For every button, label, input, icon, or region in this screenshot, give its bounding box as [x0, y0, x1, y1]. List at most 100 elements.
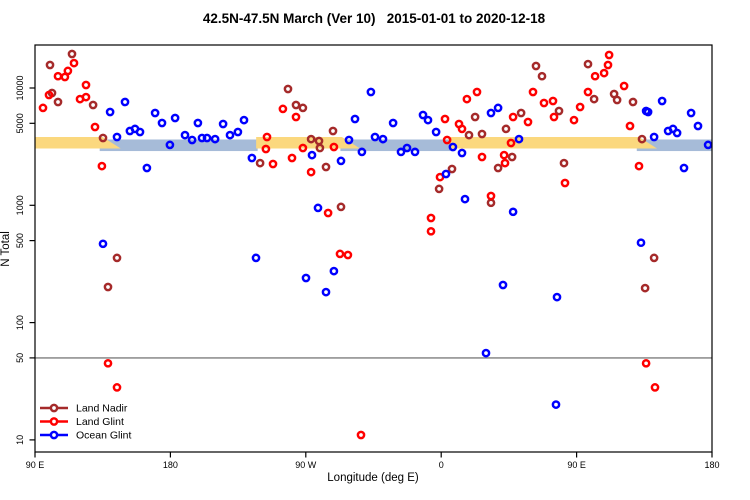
- data-point-ocean-glint: [457, 148, 467, 158]
- data-point-land-nadir: [321, 162, 331, 172]
- data-point-land-glint: [528, 87, 538, 97]
- data-point-ocean-glint: [329, 266, 339, 276]
- data-point-ocean-glint: [396, 147, 406, 157]
- data-point-ocean-glint: [98, 239, 108, 249]
- data-point-land-glint: [291, 112, 301, 122]
- data-point-land-nadir: [53, 97, 63, 107]
- land-band-segment: [35, 137, 121, 149]
- data-point-ocean-glint: [187, 135, 197, 145]
- data-point-land-glint: [619, 81, 629, 91]
- data-point-ocean-glint: [486, 108, 496, 118]
- data-point-land-glint: [69, 58, 79, 68]
- data-point-land-glint: [506, 138, 516, 148]
- legend-marker-land-glint: [49, 417, 59, 426]
- data-point-ocean-glint: [431, 127, 441, 137]
- x-axis-title: Longitude (deg E): [327, 472, 419, 484]
- data-point-land-glint: [343, 250, 353, 260]
- data-point-land-nadir: [649, 253, 659, 263]
- data-point-land-nadir: [554, 106, 564, 116]
- data-point-land-glint: [500, 158, 510, 168]
- data-point-ocean-glint: [218, 119, 228, 129]
- data-point-ocean-glint: [142, 163, 152, 173]
- ocean-band-segment: [340, 139, 451, 152]
- data-point-land-glint: [38, 103, 48, 113]
- data-point-land-nadir: [88, 100, 98, 110]
- data-point-land-glint: [604, 50, 614, 60]
- data-point-ocean-glint: [423, 115, 433, 125]
- data-point-ocean-glint: [672, 128, 682, 138]
- data-point-land-glint: [426, 213, 436, 223]
- data-point-land-nadir: [103, 282, 113, 292]
- data-point-ocean-glint: [301, 273, 311, 283]
- data-point-land-nadir: [477, 129, 487, 139]
- data-point-land-nadir: [589, 94, 599, 104]
- data-point-ocean-glint: [307, 150, 317, 160]
- data-point-land-glint: [81, 80, 91, 90]
- data-point-land-nadir: [67, 49, 77, 59]
- data-point-ocean-glint: [105, 107, 115, 117]
- data-point-ocean-glint: [336, 156, 346, 166]
- data-point-ocean-glint: [552, 292, 562, 302]
- data-point-land-nadir: [612, 95, 622, 105]
- data-point-land-glint: [583, 87, 593, 97]
- data-point-land-glint: [440, 114, 450, 124]
- ocean-band-segment: [636, 139, 712, 152]
- data-point-land-nadir: [447, 164, 457, 174]
- data-point-land-glint: [486, 191, 496, 201]
- data-point-land-glint: [477, 152, 487, 162]
- data-point-land-nadir: [559, 158, 569, 168]
- legend-marker-ocean-glint: [49, 430, 59, 440]
- data-point-land-nadir: [583, 59, 593, 69]
- land-band-segment: [256, 137, 360, 149]
- data-point-land-glint: [499, 150, 509, 160]
- data-point-land-glint: [462, 94, 472, 104]
- y-tick-label: 100: [15, 315, 25, 330]
- data-point-ocean-glint: [170, 113, 180, 123]
- y-axis-title: N Total: [0, 231, 12, 267]
- y-tick-label: 50: [15, 353, 25, 363]
- data-point-ocean-glint: [551, 400, 561, 409]
- data-point-land-glint: [60, 72, 70, 82]
- data-point-ocean-glint: [180, 130, 190, 140]
- x-tick-label: 0: [439, 460, 444, 470]
- data-point-land-glint: [560, 178, 570, 188]
- y-tick-label: 10000: [15, 75, 25, 100]
- data-point-land-glint: [599, 68, 609, 78]
- data-point-land-nadir: [640, 283, 650, 293]
- data-point-land-glint: [261, 144, 271, 154]
- data-point-land-glint: [625, 121, 635, 131]
- data-point-ocean-glint: [165, 140, 175, 150]
- data-point-land-nadir: [328, 126, 338, 136]
- data-point-land-glint: [603, 60, 613, 70]
- x-tick-label: 90 W: [295, 460, 317, 470]
- data-point-land-glint: [329, 142, 339, 152]
- data-point-land-nadir: [336, 202, 346, 212]
- data-point-land-nadir: [291, 100, 301, 110]
- data-point-land-glint: [97, 161, 107, 171]
- data-point-ocean-glint: [498, 280, 508, 290]
- chart-title: 42.5N-47.5N March (Ver 10) 2015-01-01 to…: [202, 11, 546, 26]
- data-point-ocean-glint: [357, 147, 367, 157]
- data-point-ocean-glint: [402, 143, 412, 153]
- data-point-land-glint: [278, 104, 288, 114]
- data-point-ocean-glint: [418, 110, 428, 120]
- ocean-band-segment: [99, 139, 258, 152]
- data-point-land-glint: [44, 90, 54, 100]
- land-band-segment: [448, 137, 658, 149]
- data-point-ocean-glint: [378, 134, 388, 144]
- data-point-land-glint: [103, 358, 113, 368]
- data-point-land-glint: [262, 132, 272, 142]
- y-tick-label: 5000: [15, 113, 25, 133]
- data-point-ocean-glint: [493, 103, 503, 113]
- data-point-ocean-glint: [366, 87, 376, 97]
- data-point-ocean-glint: [321, 287, 331, 297]
- data-point-land-nadir: [434, 184, 444, 194]
- data-point-land-glint: [641, 358, 651, 368]
- data-point-ocean-glint: [210, 134, 220, 144]
- data-point-ocean-glint: [135, 127, 145, 137]
- data-point-ocean-glint: [649, 132, 659, 142]
- plot-border: [34, 44, 713, 453]
- data-point-land-nadir: [464, 130, 474, 140]
- data-point-ocean-glint: [157, 118, 167, 128]
